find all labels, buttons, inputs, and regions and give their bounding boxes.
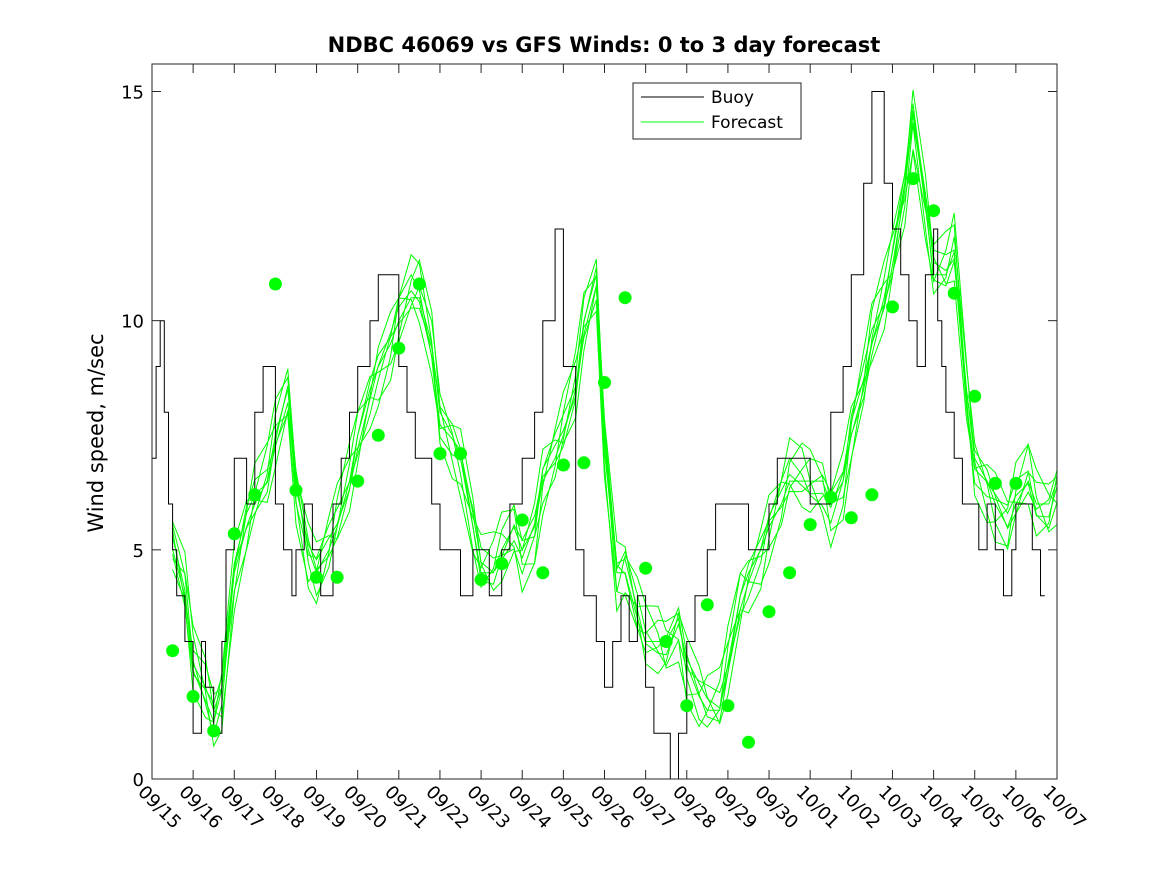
forecast-marker (474, 573, 488, 587)
legend-forecast-label: Forecast (711, 113, 783, 133)
forecast-marker (310, 570, 323, 584)
forecast-marker (803, 518, 817, 532)
forecast-marker (968, 389, 982, 403)
forecast-marker (227, 527, 241, 541)
forecast-marker (906, 172, 920, 186)
forecast-marker (495, 557, 509, 571)
forecast-marker (639, 561, 653, 575)
forecast-marker (186, 690, 200, 703)
forecast-marker (700, 598, 714, 612)
forecast-marker (454, 447, 467, 461)
chart-title: NDBC 46069 vs GFS Winds: 0 to 3 day fore… (328, 33, 881, 57)
forecast-marker (330, 570, 344, 584)
y-tick-label: 5 (133, 541, 144, 562)
forecast-marker (412, 277, 426, 291)
forecast-marker (927, 204, 941, 218)
forecast-marker (618, 291, 632, 305)
y-tick-label: 10 (121, 312, 144, 333)
forecast-marker (844, 511, 858, 525)
forecast-marker (598, 376, 611, 389)
forecast-marker (988, 476, 1002, 490)
forecast-line-7 (172, 89, 1057, 725)
y-tick-label: 15 (121, 83, 144, 104)
forecast-marker (289, 483, 303, 497)
forecast-marker (392, 341, 406, 355)
forecast-marker (166, 644, 180, 658)
forecast-marker (351, 474, 365, 488)
forecast-marker (947, 286, 961, 300)
y-tick-label: 0 (133, 770, 144, 791)
forecast-marker (680, 699, 694, 713)
forecast-marker (577, 456, 591, 470)
forecast-marker (721, 699, 735, 713)
forecast-marker (268, 277, 282, 291)
forecast-markers (166, 172, 1023, 749)
forecast-marker (515, 513, 529, 527)
forecast-marker (783, 566, 797, 580)
buoy-line (152, 91, 1045, 779)
y-axis-label: Wind speed, m/sec (84, 333, 108, 532)
forecast-marker (762, 605, 776, 619)
forecast-marker (886, 300, 899, 314)
forecast-marker (536, 566, 550, 580)
legend: Buoy Forecast (632, 82, 802, 140)
forecast-marker (556, 458, 570, 472)
forecast-marker (207, 724, 221, 738)
forecast-marker (433, 447, 447, 461)
legend-box (632, 82, 802, 140)
forecast-marker (1009, 476, 1023, 490)
buoy-line-group (152, 91, 1045, 779)
forecast-marker (371, 428, 385, 442)
forecast-line-1 (172, 122, 1057, 738)
forecast-marker (865, 488, 879, 502)
forecast-marker (824, 490, 838, 504)
y-axis-ticks: 0 5 10 15 (121, 83, 1057, 791)
forecast-marker (248, 488, 262, 502)
forecast-marker (659, 635, 673, 648)
forecast-marker (742, 735, 755, 749)
legend-buoy-label: Buoy (711, 88, 754, 108)
